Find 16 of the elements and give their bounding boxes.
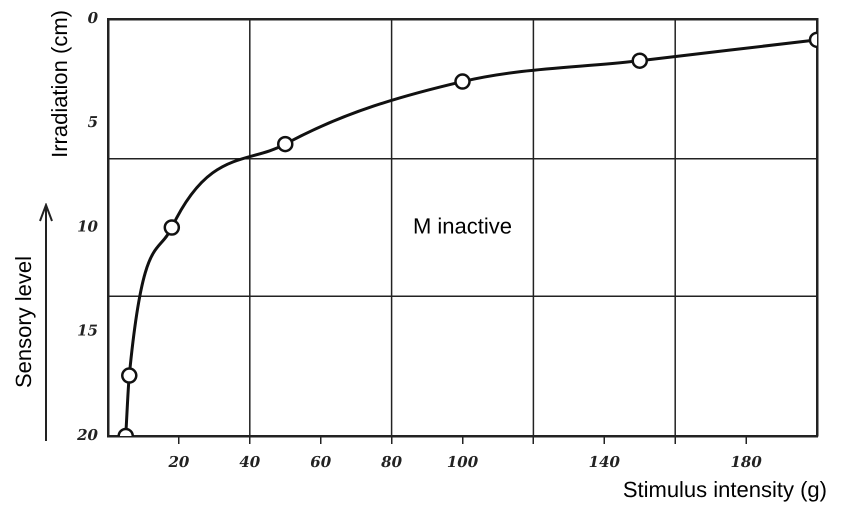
x-tick-label: 140 (588, 452, 621, 471)
x-tick-label: 80 (380, 452, 403, 471)
x-tick-label: 40 (239, 452, 261, 471)
y-axis-title: Irradiation (cm) (47, 10, 72, 158)
y-tick-label: 15 (77, 322, 98, 340)
x-tick-label: 100 (446, 452, 479, 471)
x-tick-label: 60 (310, 452, 332, 471)
x-tick-label: 180 (730, 452, 762, 471)
y-tick-label: 10 (77, 217, 99, 236)
y-tick-label: 5 (88, 113, 98, 132)
y-tick-label: 20 (76, 426, 99, 444)
x-tick-label: 20 (167, 452, 190, 471)
text: Sensory level (11, 256, 36, 388)
x-axis-title: Stimulus intensity (g) (622, 477, 827, 502)
y-tick-label: 0 (88, 8, 99, 27)
annotation: M inactive (412, 214, 512, 239)
